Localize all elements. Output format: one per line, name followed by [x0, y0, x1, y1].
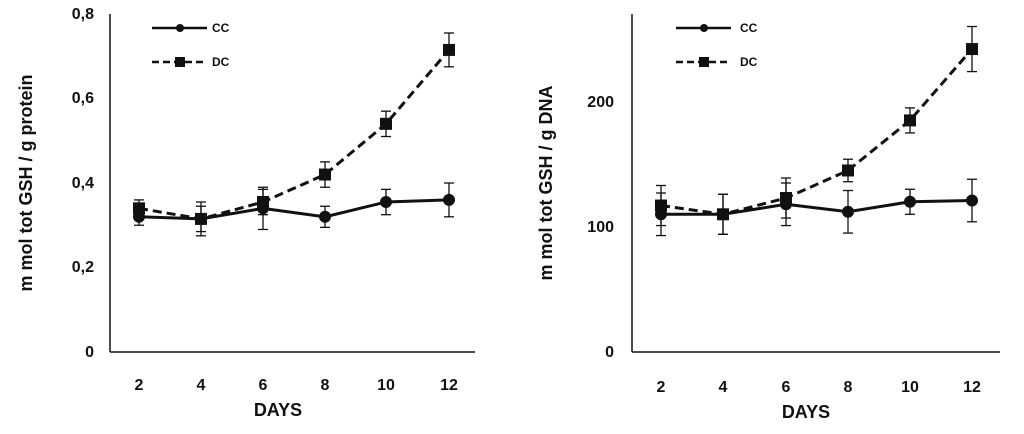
- data-point-cc: [904, 195, 916, 208]
- x-tick-label: 8: [321, 377, 330, 394]
- data-point-dc: [133, 202, 145, 215]
- legend-square-marker: [175, 57, 185, 67]
- legend-item-dc: DC: [152, 55, 230, 69]
- y-tick-label: 0,4: [72, 175, 94, 192]
- legend-label: DC: [212, 55, 230, 69]
- data-point-cc: [380, 196, 392, 209]
- x-tick-label: 8: [844, 379, 853, 396]
- legend: CC DC: [152, 21, 230, 69]
- series-line-dc: [660, 48, 974, 216]
- data-point-cc: [443, 193, 455, 206]
- data-point-dc: [195, 212, 207, 225]
- y-tick-label: 0: [85, 344, 94, 361]
- legend-label: CC: [212, 21, 230, 35]
- legend-item-dc: DC: [676, 55, 758, 69]
- x-tick-label: 4: [197, 377, 206, 394]
- y-tick-label: 0: [605, 344, 614, 361]
- legend-item-cc: CC: [676, 21, 758, 35]
- data-point-dc: [319, 168, 331, 181]
- y-tick-label: 200: [587, 94, 614, 111]
- legend-circle-marker: [176, 24, 184, 32]
- data-point-cc: [966, 194, 978, 207]
- data-point-dc: [655, 199, 667, 212]
- x-tick-label: 12: [440, 377, 458, 394]
- x-tick-label: 10: [377, 377, 395, 394]
- x-tick-label: 4: [719, 379, 728, 396]
- x-tick-label: 6: [782, 379, 791, 396]
- x-tick-labels: 2 4 6 8 10 12: [657, 379, 981, 396]
- chart-panel-protein: m mol tot GSH / g protein DAYS 0 0,2 0,4…: [16, 6, 475, 420]
- data-point-dc: [380, 117, 392, 130]
- legend-item-cc: CC: [152, 21, 230, 35]
- series-line-dc: [138, 48, 451, 221]
- x-axis-label: DAYS: [782, 402, 830, 422]
- x-axis-label: DAYS: [254, 400, 302, 420]
- y-tick-labels: 0 0,2 0,4 0,6 0,8: [72, 6, 94, 361]
- x-tick-labels: 2 4 6 8 10 12: [135, 377, 458, 394]
- x-tick-label: 2: [657, 379, 666, 396]
- data-point-dc: [966, 43, 978, 56]
- data-point-dc: [717, 208, 729, 221]
- legend-circle-marker: [700, 24, 708, 32]
- plot-area: [133, 32, 455, 237]
- y-tick-labels: 0 100 200: [587, 94, 614, 361]
- y-axis-label: m mol tot GSH / g DNA: [536, 86, 556, 281]
- series-line-cc: [661, 199, 973, 216]
- x-tick-label: 12: [963, 379, 981, 396]
- data-point-dc: [842, 164, 854, 177]
- legend: CC DC: [676, 21, 758, 69]
- y-axis-label: m mol tot GSH / g protein: [16, 75, 36, 292]
- data-point-dc: [904, 114, 916, 127]
- chart-panel-dna: m mol tot GSH / g DNA DAYS 0 100 200 2 4 6…: [536, 14, 1000, 422]
- plot-area: [655, 25, 978, 237]
- y-tick-label: 100: [587, 219, 614, 236]
- x-tick-label: 2: [135, 377, 144, 394]
- legend-square-marker: [699, 57, 709, 67]
- y-tick-label: 0,8: [72, 6, 94, 23]
- series-line-cc: [138, 198, 450, 221]
- data-point-dc: [443, 43, 455, 56]
- y-tick-label: 0,2: [72, 259, 94, 276]
- x-tick-label: 6: [259, 377, 268, 394]
- legend-label: CC: [740, 21, 758, 35]
- y-tick-label: 0,6: [72, 90, 94, 107]
- data-point-cc: [319, 210, 331, 223]
- x-tick-label: 10: [901, 379, 919, 396]
- data-point-cc: [842, 205, 854, 218]
- data-point-dc: [780, 192, 792, 205]
- legend-label: DC: [740, 55, 758, 69]
- data-point-dc: [257, 196, 269, 209]
